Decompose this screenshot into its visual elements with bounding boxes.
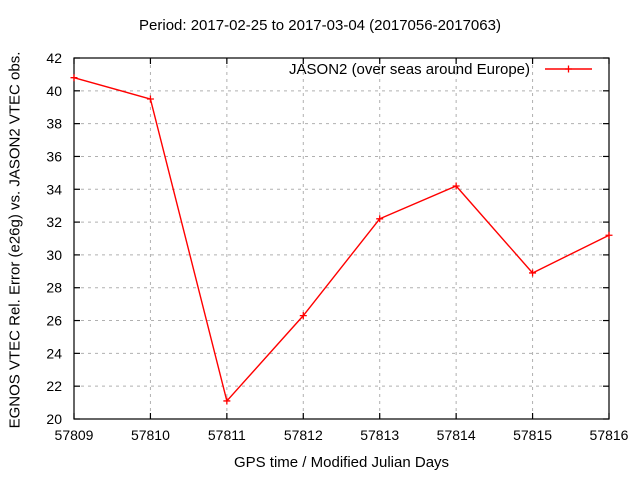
- y-tick-label: 40: [46, 83, 62, 99]
- x-tick-label: 57814: [437, 427, 476, 443]
- data-point-marker: [299, 312, 307, 320]
- y-tick-label: 32: [46, 214, 62, 230]
- data-line: [73, 77, 610, 403]
- x-axis-label: GPS time / Modified Julian Days: [233, 454, 450, 471]
- data-point-marker: [376, 215, 384, 223]
- x-tick-label: 57812: [284, 427, 323, 443]
- y-tick-label: 28: [46, 280, 62, 296]
- data-point-marker: [452, 182, 460, 190]
- x-tick-label: 57809: [55, 427, 94, 443]
- legend-marker-sample: [565, 65, 572, 73]
- x-tick-label: 57810: [131, 427, 170, 443]
- x-tick-label: 57813: [360, 427, 399, 443]
- y-tick-label: 22: [46, 378, 62, 394]
- data-point-marker: [70, 74, 78, 82]
- x-tick-label: 57811: [208, 427, 246, 443]
- data-point-marker: [529, 269, 537, 277]
- data-point-marker: [223, 397, 231, 405]
- x-tick-label: 57816: [590, 427, 629, 443]
- chart-title: Period: 2017-02-25 to 2017-03-04 (201705…: [139, 17, 501, 34]
- y-tick-label: 34: [46, 181, 62, 197]
- y-tick-label: 38: [46, 116, 62, 132]
- y-tick-label: 36: [46, 148, 62, 164]
- legend-label: JASON2 (over seas around Europe): [289, 61, 530, 78]
- y-tick-label: 20: [46, 411, 62, 427]
- y-tick-label: 26: [46, 313, 62, 329]
- y-tick-label: 24: [46, 345, 62, 361]
- x-tick-label: 57815: [513, 427, 552, 443]
- data-point-marker: [605, 231, 613, 239]
- y-tick-label: 30: [46, 247, 62, 263]
- y-tick-label: 42: [46, 50, 62, 66]
- data-point-marker: [146, 95, 154, 103]
